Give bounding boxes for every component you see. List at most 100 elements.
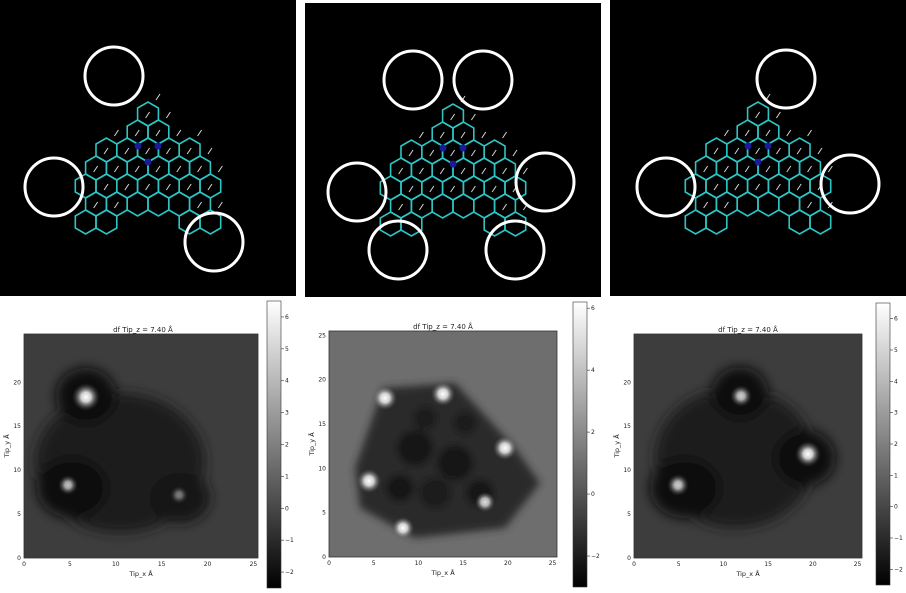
hydrogen-bond bbox=[114, 165, 119, 173]
carbon-ring bbox=[400, 211, 423, 237]
carbon-ring bbox=[504, 211, 527, 237]
colorbar-tick-label: −1 bbox=[894, 535, 903, 542]
hydrogen-bond bbox=[155, 165, 161, 173]
colorbar-ticks: 6 5 4 3 2 1 0 −1 −2 bbox=[281, 314, 294, 576]
nitrogen-atom bbox=[449, 160, 457, 168]
highlight-circle bbox=[382, 49, 444, 111]
hydrogen-bond bbox=[724, 201, 729, 209]
nitrogen-atom bbox=[439, 144, 447, 152]
colorbar-tick-label: 4 bbox=[894, 378, 898, 385]
hydrogen-bond bbox=[502, 167, 507, 175]
y-axis-label: Tip_y Å bbox=[2, 434, 11, 459]
hydrogen-bond bbox=[827, 165, 833, 173]
highlight-circle bbox=[326, 161, 388, 223]
hydrogen-bond bbox=[755, 147, 761, 155]
y-axis-ticks: 0 5 10 15 20 25 bbox=[318, 332, 326, 561]
x-axis-label: Tip_x Å bbox=[128, 569, 153, 578]
y-tick-label: 15 bbox=[318, 421, 326, 428]
y-axis-label: Tip_y Å bbox=[612, 434, 621, 459]
colorbar-tick-label: 0 bbox=[591, 491, 595, 498]
hydrogen-bond bbox=[724, 165, 729, 173]
hydrogen-bond bbox=[470, 149, 476, 157]
x-tick-label: 15 bbox=[459, 560, 467, 567]
carbon-ring bbox=[736, 191, 759, 217]
molecule-lattice bbox=[379, 95, 528, 237]
y-tick-label: 20 bbox=[318, 377, 326, 384]
x-tick-label: 20 bbox=[504, 560, 512, 567]
hydrogen-bond bbox=[124, 183, 130, 191]
molecule-structure-1 bbox=[23, 45, 245, 273]
y-axis-label: Tip_y Å bbox=[307, 432, 316, 457]
carbon-ring bbox=[757, 191, 780, 217]
colorbar-tick-label: 0 bbox=[285, 505, 289, 512]
y-tick-label: 0 bbox=[627, 555, 631, 562]
hydrogen-bond bbox=[775, 111, 781, 119]
hydrogen-bond bbox=[470, 113, 476, 121]
colorbar-tick-label: −2 bbox=[591, 553, 600, 560]
colorbar-tick-label: −2 bbox=[285, 569, 294, 576]
x-axis-label: Tip_x Å bbox=[735, 569, 760, 578]
colorbar: 6 4 2 0 −2 bbox=[572, 301, 600, 588]
hydrogen-bond bbox=[734, 183, 740, 191]
hydrogen-bond bbox=[429, 149, 435, 157]
hydrogen-bond bbox=[703, 201, 709, 209]
hydrogen-bond bbox=[398, 167, 404, 175]
colorbar-tick-label: 1 bbox=[285, 473, 289, 480]
hydrogen-bond bbox=[217, 165, 223, 173]
hydrogen-bond bbox=[419, 131, 424, 139]
x-tick-label: 5 bbox=[68, 561, 72, 568]
hydrogen-bond bbox=[786, 129, 792, 137]
hydrogen-bond bbox=[703, 165, 709, 173]
colorbar-tick-label: −1 bbox=[285, 537, 294, 544]
hydrogen-bond bbox=[419, 167, 424, 175]
colorbar: 6 5 4 3 2 1 0 −1 −2 bbox=[875, 302, 903, 586]
hydrogen-bond bbox=[103, 183, 109, 191]
hydrogen-bond bbox=[807, 129, 812, 137]
y-tick-label: 10 bbox=[13, 467, 21, 474]
hydrogen-bond bbox=[124, 147, 130, 155]
hydrogen-bond bbox=[713, 147, 719, 155]
molecule-panel-2 bbox=[305, 3, 601, 297]
x-tick-label: 5 bbox=[677, 561, 681, 568]
hydrogen-bond bbox=[765, 165, 771, 173]
nitrogen-atom bbox=[764, 142, 772, 150]
y-axis-ticks: 0 5 10 15 20 bbox=[623, 379, 631, 562]
carbon-ring bbox=[74, 209, 97, 235]
hydrogen-bond bbox=[755, 111, 761, 119]
hydrogen-bond bbox=[408, 185, 414, 193]
highlight-circle bbox=[755, 48, 817, 110]
hydrogen-bond bbox=[450, 113, 456, 121]
hydrogen-bond bbox=[796, 183, 802, 191]
y-tick-label: 5 bbox=[322, 510, 326, 517]
hydrogen-bond bbox=[786, 165, 792, 173]
hydrogen-bond bbox=[165, 147, 171, 155]
highlight-circle bbox=[23, 156, 85, 218]
carbon-ring bbox=[788, 209, 811, 235]
x-tick-label: 10 bbox=[720, 561, 728, 568]
molecule-structure-3 bbox=[635, 48, 881, 235]
x-axis-ticks: 0 5 10 15 20 25 bbox=[632, 561, 861, 568]
hydrogen-bond bbox=[398, 203, 404, 211]
hydrogen-bond bbox=[502, 203, 507, 211]
y-tick-label: 5 bbox=[627, 511, 631, 518]
colorbar-ticks: 6 4 2 0 −2 bbox=[587, 305, 600, 560]
hydrogen-bond bbox=[775, 147, 781, 155]
heatmap-area bbox=[633, 333, 863, 559]
hydrogen-bond bbox=[419, 203, 424, 211]
y-tick-label: 15 bbox=[623, 423, 631, 430]
highlight-circle bbox=[183, 211, 245, 273]
hydrogen-bond bbox=[512, 149, 518, 157]
highlight-circle bbox=[635, 156, 697, 218]
afm-plot-3: df Tip_z = 7.40 Å 0 5 10 15 20 25 0 5 10 15 20 Ti… bbox=[610, 298, 906, 593]
colorbar-tick-label: 5 bbox=[894, 347, 898, 354]
afm-plot-2: df Tip_z = 7.40 Å 0 5 10 15 20 25 0 5 10 15 20 25 bbox=[305, 298, 605, 593]
x-tick-label: 10 bbox=[112, 561, 120, 568]
y-tick-label: 10 bbox=[623, 467, 631, 474]
afm-plot-1: df Tip_z = 7.40 Å 0 5 10 15 20 25 0 5 10 15 20 Ti… bbox=[0, 298, 300, 593]
nitrogen-atom bbox=[134, 142, 142, 150]
x-tick-label: 15 bbox=[158, 561, 166, 568]
nitrogen-atom bbox=[459, 144, 467, 152]
hydrogen-bond bbox=[165, 111, 171, 119]
hydrogen-bond bbox=[734, 147, 740, 155]
